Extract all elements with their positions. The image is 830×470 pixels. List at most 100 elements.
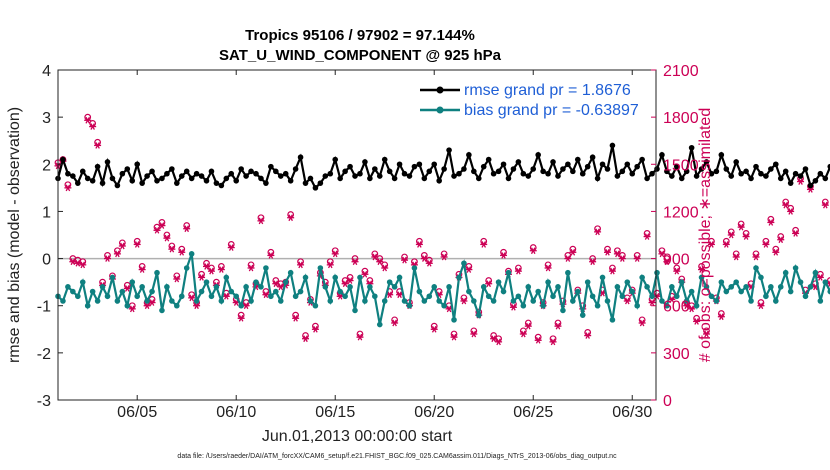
obs-assimilated-point xyxy=(777,236,785,244)
obs-assimilated-point xyxy=(222,292,230,300)
obs-assimilated-point xyxy=(415,241,423,248)
bias-point xyxy=(188,251,195,257)
obs-assimilated-point xyxy=(401,256,409,264)
bias-point xyxy=(416,288,423,295)
obs-assimilated-point xyxy=(74,259,82,267)
rmse-point xyxy=(372,166,378,172)
bias-point xyxy=(644,284,650,290)
bias-point xyxy=(376,321,383,328)
bias-point xyxy=(94,298,101,304)
obs-assimilated-point xyxy=(623,297,631,305)
bias-point xyxy=(664,302,670,309)
bias-point xyxy=(421,298,428,304)
y-tick-label-right: 0 xyxy=(663,393,672,410)
rmse-point xyxy=(664,168,670,175)
obs-assimilated-point xyxy=(113,250,121,258)
obs-assimilated-point xyxy=(227,244,235,251)
bias-point xyxy=(60,298,66,304)
bias-point xyxy=(297,288,304,295)
bias-point xyxy=(787,288,794,295)
obs-assimilated-point xyxy=(549,338,557,346)
obs-assimilated-point xyxy=(123,285,131,292)
bias-point xyxy=(302,274,309,281)
bias-point xyxy=(342,293,348,300)
rmse-point xyxy=(65,170,71,177)
bias-point xyxy=(485,293,492,300)
bias-point xyxy=(609,317,616,323)
rmse-point xyxy=(421,175,428,182)
obs-assimilated-point xyxy=(351,258,359,266)
obs-assimilated-point xyxy=(772,248,780,256)
bias-point xyxy=(619,293,626,300)
bias-point xyxy=(411,265,418,271)
bias-point xyxy=(89,288,96,295)
obs-assimilated-point xyxy=(737,223,745,231)
bias-point xyxy=(505,269,512,276)
bias-point xyxy=(723,288,730,295)
bias-point xyxy=(669,284,675,290)
rmse-point xyxy=(401,170,408,177)
rmse-point xyxy=(183,168,190,175)
y-tick-label-left: 3 xyxy=(42,110,51,127)
obs-assimilated-point xyxy=(782,201,790,209)
obs-assimilated-point xyxy=(89,123,97,130)
bias-point xyxy=(594,302,601,309)
obs-assimilated-point xyxy=(153,226,161,234)
rmse-point xyxy=(683,168,690,175)
obs-assimilated-point xyxy=(381,264,389,272)
bias-point xyxy=(292,293,299,300)
bias-point xyxy=(357,274,363,281)
bias-point xyxy=(406,302,413,309)
rmse-point xyxy=(238,166,244,172)
x-axis-label: Jun.01,2013 00:00:00 start xyxy=(262,428,453,445)
rmse-point xyxy=(574,156,581,163)
rmse-point xyxy=(520,170,527,177)
y-tick-label-left: 0 xyxy=(42,252,51,269)
bias-point xyxy=(391,284,398,290)
obs-assimilated-point xyxy=(138,266,146,273)
bias-point xyxy=(490,298,497,304)
bias-point xyxy=(456,274,462,281)
obs-assimilated-point xyxy=(495,338,503,346)
rmse-point xyxy=(104,159,111,165)
obs-assimilated-point xyxy=(143,302,151,310)
obs-assimilated-point xyxy=(688,305,696,313)
rmse-point xyxy=(555,173,561,179)
rmse-point xyxy=(282,170,289,177)
bias-point xyxy=(238,302,244,309)
rmse-point xyxy=(708,170,715,177)
rmse-point xyxy=(659,152,665,158)
bias-point xyxy=(164,284,170,290)
bias-point xyxy=(510,298,517,304)
rmse-point xyxy=(639,156,645,163)
bias-point xyxy=(327,298,334,304)
rmse-point xyxy=(292,166,299,172)
bias-point xyxy=(337,288,343,295)
bias-point xyxy=(604,298,611,304)
rmse-point xyxy=(144,173,150,179)
obs-assimilated-point xyxy=(178,248,186,256)
rmse-point xyxy=(678,175,685,182)
y-tick-label-left: 1 xyxy=(42,204,51,221)
y-tick-label-right: 1200 xyxy=(663,204,699,221)
rmse-point xyxy=(545,170,551,177)
rmse-point xyxy=(307,175,314,182)
rmse-point xyxy=(777,175,784,182)
bias-point xyxy=(198,288,205,295)
rmse-point xyxy=(277,173,284,179)
obs-assimilated-point xyxy=(826,280,830,288)
rmse-point xyxy=(451,173,457,179)
bias-point xyxy=(718,279,725,285)
obs-assimilated-point xyxy=(237,314,245,322)
bias-point xyxy=(743,284,749,290)
bias-point xyxy=(70,288,76,295)
bias-point xyxy=(688,288,695,295)
rmse-point xyxy=(362,159,368,165)
obs-assimilated-point xyxy=(302,335,310,343)
obs-assimilated-point xyxy=(554,322,562,330)
bias-point xyxy=(213,284,220,290)
obs-assimilated-point xyxy=(470,330,478,338)
bias-point xyxy=(431,284,438,290)
rmse-point xyxy=(827,163,830,170)
obs-assimilated-point xyxy=(608,267,616,275)
